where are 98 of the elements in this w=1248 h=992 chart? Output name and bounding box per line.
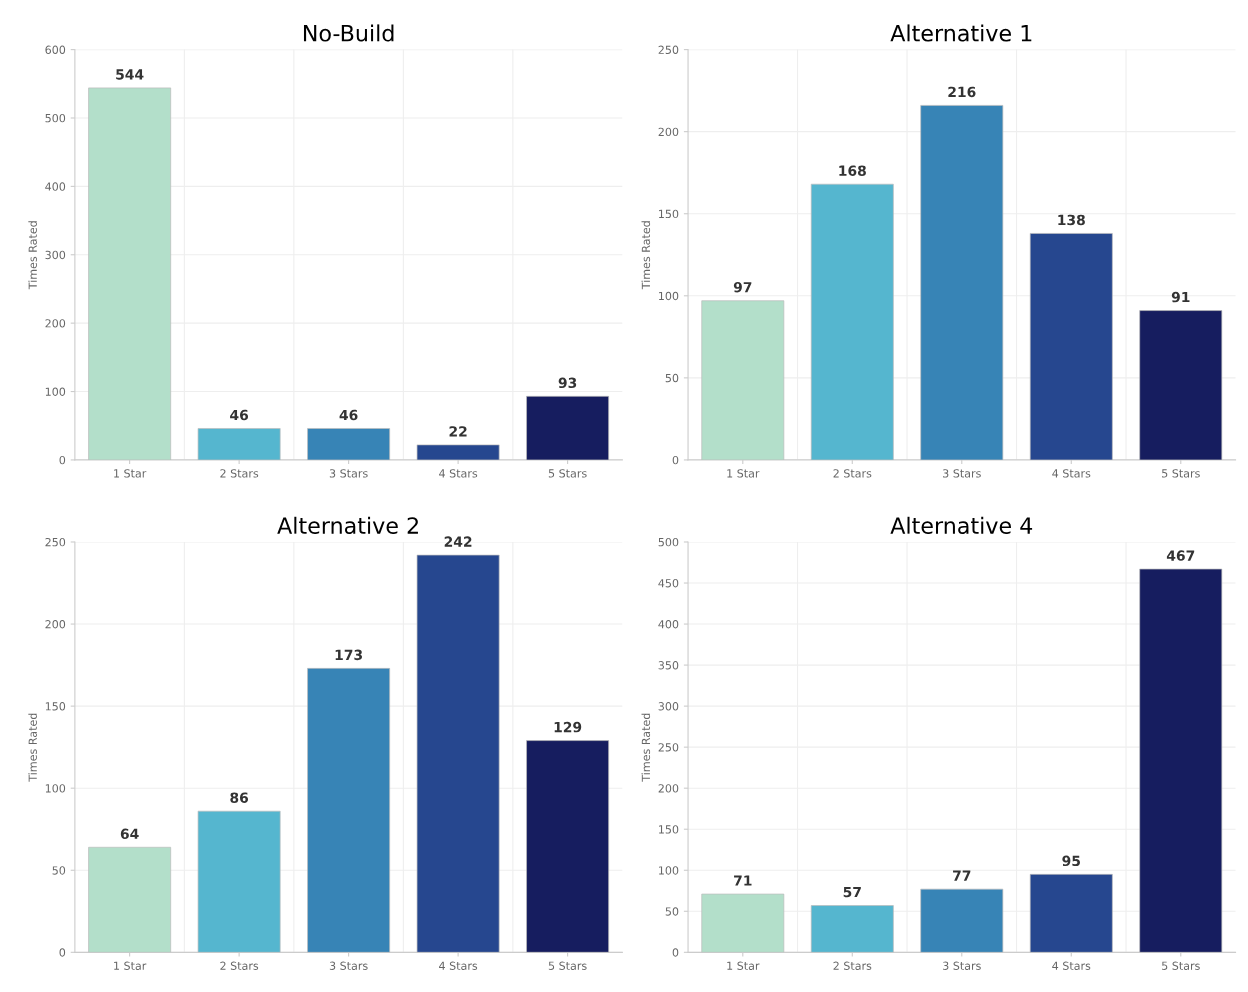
data-label: 97 xyxy=(733,281,752,293)
bar xyxy=(810,905,894,953)
bar xyxy=(197,810,281,953)
data-label: 242 xyxy=(444,536,472,547)
chart-title: Alternative 1 xyxy=(890,24,1032,42)
data-label: 46 xyxy=(230,409,249,421)
y-tick-label: 400 xyxy=(45,182,66,191)
bar xyxy=(920,105,1004,460)
y-tick-label: 50 xyxy=(665,373,679,383)
x-tick-label: 4 Stars xyxy=(439,469,478,478)
x-tick-label: 2 Stars xyxy=(833,961,872,970)
y-tick-label: 300 xyxy=(45,250,66,260)
y-tick-label: 50 xyxy=(665,907,679,916)
data-label: 64 xyxy=(120,828,139,840)
data-label: 95 xyxy=(1062,855,1080,867)
bar xyxy=(1029,233,1113,460)
y-tick-label: 600 xyxy=(45,45,66,54)
x-tick-label: 1 Star xyxy=(114,961,147,970)
y-tick-label: 150 xyxy=(659,209,679,219)
y-tick-label: 200 xyxy=(658,127,679,137)
data-label: 86 xyxy=(230,792,249,803)
bar xyxy=(526,395,610,460)
y-tick-label: 500 xyxy=(45,113,66,123)
data-label: 216 xyxy=(948,86,976,98)
bar xyxy=(307,668,391,953)
bar xyxy=(1029,874,1113,953)
bar xyxy=(920,888,1004,953)
x-tick-label: 3 Stars xyxy=(943,469,981,478)
x-tick-label: 2 Stars xyxy=(220,469,259,478)
y-tick-label: 250 xyxy=(658,45,679,54)
data-label: 71 xyxy=(734,875,752,886)
y-tick-label: 100 xyxy=(659,866,679,875)
x-tick-label: 5 Stars xyxy=(548,469,587,478)
x-tick-label: 3 Stars xyxy=(329,469,368,478)
y-tick-label: 150 xyxy=(45,702,66,711)
y-axis-title: Times Rated xyxy=(641,713,651,782)
x-tick-label: 3 Stars xyxy=(329,961,368,970)
data-label: 57 xyxy=(843,886,861,898)
y-tick-label: 250 xyxy=(45,537,66,547)
data-label: 138 xyxy=(1058,214,1085,226)
y-tick-label: 400 xyxy=(658,620,679,629)
data-label: 467 xyxy=(1166,550,1195,561)
x-tick-label: 5 Stars xyxy=(1162,961,1200,970)
bar xyxy=(810,183,894,460)
x-tick-label: 1 Star xyxy=(114,469,147,478)
chart-title: Alternative 4 xyxy=(890,516,1033,534)
bar xyxy=(701,300,785,460)
y-axis-title: Times Rated xyxy=(28,221,37,290)
bar xyxy=(701,893,785,953)
bar xyxy=(197,428,281,460)
y-tick-label: 200 xyxy=(45,620,66,629)
data-label: 77 xyxy=(953,870,971,881)
y-tick-label: 450 xyxy=(658,579,679,588)
y-tick-label: 350 xyxy=(658,661,679,670)
y-tick-label: 100 xyxy=(45,387,66,396)
bar xyxy=(88,87,172,460)
data-label: 46 xyxy=(339,409,358,421)
x-tick-label: 3 Stars xyxy=(943,961,981,970)
data-label: 129 xyxy=(554,721,582,733)
x-tick-label: 4 Stars xyxy=(1052,469,1091,478)
bar xyxy=(416,554,500,953)
x-tick-label: 1 Star xyxy=(727,469,760,478)
bar xyxy=(1139,568,1223,953)
x-tick-label: 4 Stars xyxy=(1052,961,1091,970)
y-tick-label: 0 xyxy=(672,948,679,957)
y-tick-label: 0 xyxy=(59,948,66,957)
y-tick-label: 200 xyxy=(45,319,66,328)
y-tick-label: 0 xyxy=(59,455,66,465)
x-tick-label: 4 Stars xyxy=(439,961,478,970)
y-tick-label: 100 xyxy=(45,784,66,793)
y-tick-label: 0 xyxy=(672,455,679,465)
bar xyxy=(88,846,172,953)
chart-title: No-Build xyxy=(303,24,394,42)
x-tick-label: 2 Stars xyxy=(833,469,872,478)
y-tick-label: 150 xyxy=(659,825,679,834)
y-tick-label: 200 xyxy=(658,784,679,793)
x-tick-label: 5 Stars xyxy=(1162,469,1200,478)
bar xyxy=(416,444,500,460)
data-label: 544 xyxy=(116,69,144,80)
y-tick-label: 500 xyxy=(658,537,679,547)
y-axis-title: Times Rated xyxy=(641,221,651,290)
y-tick-label: 100 xyxy=(659,291,679,301)
x-tick-label: 1 Star xyxy=(727,961,760,970)
y-axis-title: Times Rated xyxy=(28,713,37,782)
x-tick-label: 5 Stars xyxy=(548,961,587,970)
data-label: 22 xyxy=(449,426,467,437)
y-tick-label: 50 xyxy=(52,866,66,875)
bar xyxy=(1139,310,1223,460)
x-tick-label: 2 Stars xyxy=(220,961,259,970)
y-tick-label: 250 xyxy=(658,743,679,752)
data-label: 91 xyxy=(1171,291,1190,303)
data-label: 173 xyxy=(335,649,363,661)
chart-title: Alternative 2 xyxy=(277,516,418,534)
data-label: 93 xyxy=(558,377,577,389)
bar xyxy=(526,740,610,953)
y-tick-label: 300 xyxy=(658,702,679,711)
data-label: 168 xyxy=(839,165,866,176)
bar xyxy=(307,428,391,460)
